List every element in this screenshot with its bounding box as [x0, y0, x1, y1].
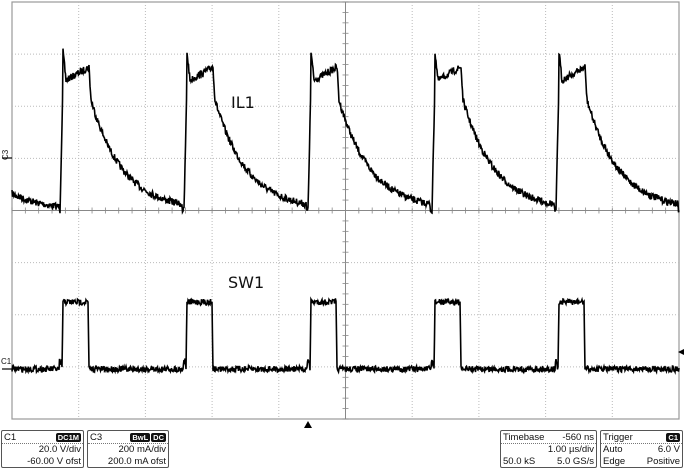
trigger-source-badge: C1	[666, 433, 680, 442]
c1-coupling-badge: DC1M	[56, 433, 81, 442]
graticule-grid	[2, 2, 679, 419]
c3-scale: 200 mA/div	[118, 444, 166, 456]
c1-offset: -60.00 V ofst	[27, 456, 81, 468]
c3-coupling-badge: DC	[151, 433, 166, 442]
timebase-scale: 1.00 µs/div	[548, 444, 594, 456]
trigger-type: Edge	[603, 456, 625, 468]
trigger-slope: Positive	[647, 456, 680, 468]
timebase-panel[interactable]: Timebase -560 ns 1.00 µs/div 50.0 kS 5.0…	[500, 430, 597, 468]
trigger-level: 6.0 V	[658, 444, 680, 456]
timebase-sample-rate: 5.0 GS/s	[557, 456, 594, 468]
c1-title: C1	[4, 432, 16, 443]
oscilloscope-display	[0, 0, 684, 428]
channel-c1-panel[interactable]: C1 DC1M 20.0 V/div -60.00 V ofst	[1, 430, 84, 468]
timebase-title: Timebase	[503, 432, 544, 443]
channel-c3-panel[interactable]: C3 BwL DC 200 mA/div 200.0 mA ofst	[87, 430, 169, 468]
c3-ground-marker[interactable]: C3	[1, 150, 10, 160]
c3-bwlimit-badge: BwL	[130, 433, 150, 442]
il1-label: IL1	[231, 93, 255, 112]
c1-ground-marker[interactable]: C1	[1, 357, 11, 366]
trigger-level-arrow-icon[interactable]	[678, 349, 684, 355]
timebase-samples: 50.0 kS	[503, 456, 535, 468]
sw1-label: SW1	[228, 273, 264, 292]
timebase-delay: -560 ns	[562, 432, 594, 443]
trigger-position-arrow-icon[interactable]	[304, 421, 312, 428]
c1-scale: 20.0 V/div	[39, 444, 81, 456]
c3-title: C3	[90, 432, 102, 443]
trigger-panel[interactable]: Trigger C1 Auto 6.0 V Edge Positive	[600, 430, 683, 468]
trigger-title: Trigger	[603, 432, 633, 443]
trigger-mode: Auto	[603, 444, 623, 456]
c3-offset: 200.0 mA ofst	[108, 456, 166, 468]
